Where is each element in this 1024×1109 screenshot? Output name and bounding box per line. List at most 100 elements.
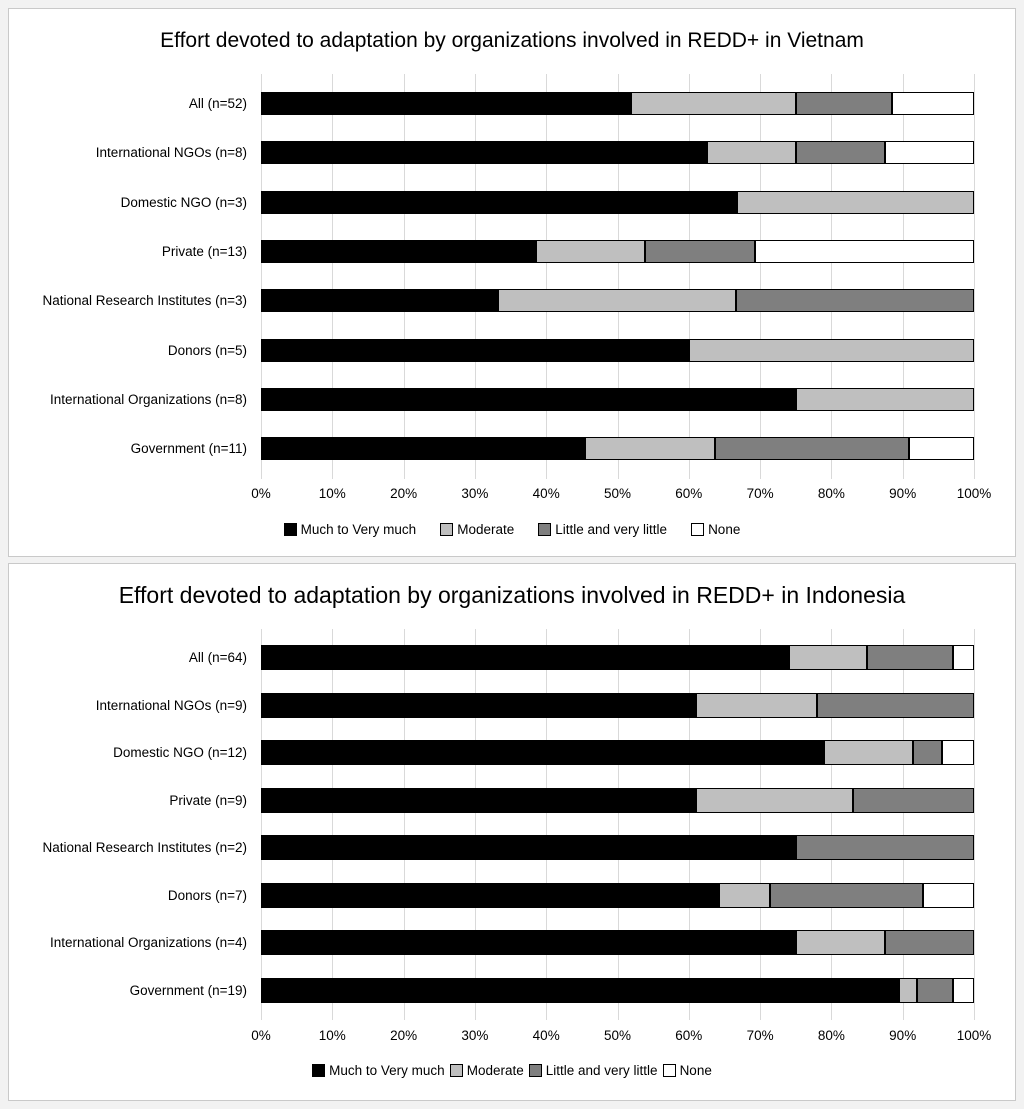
legend-item-much-to-very-much: Much to Very much [283,522,417,537]
stacked-bar [261,692,974,718]
legend-item-moderate: Moderate [449,1063,524,1078]
gridline [831,74,833,479]
stacked-bar [261,190,974,214]
gridline [474,629,476,1020]
gridline [332,629,334,1020]
legend-swatch-none [691,523,705,536]
stacked-bar [261,289,974,313]
category-label: All (n=64) [188,650,247,666]
bar-segment-little-and-very-little [795,92,892,116]
bar-segment-much-to-very-much [261,977,900,1003]
indonesia-plot-area: All (n=64) International NGOs (n=9) Domest… [9,629,975,1020]
bar-segment-much-to-very-much [261,240,536,264]
category-label: Donors (n=5) [167,342,247,358]
stacked-bar [261,387,974,411]
x-tick-label: 0% [251,486,271,501]
bar-segment-none [952,645,974,671]
indonesia-x-axis: 0% 10% 20% 30% 40% 50% 60% 70% 80% 90% 100% [251,1028,991,1046]
x-tick-label: 70% [746,1028,774,1043]
legend-item-moderate: Moderate [440,522,514,537]
gridline [261,74,262,479]
bar-row: Government (n=19) [9,967,974,1015]
category-label: National Research Institutes (n=2) [42,840,247,856]
stacked-bar [261,437,974,461]
gridline [902,629,904,1020]
bar-segment-much-to-very-much [261,92,632,116]
bar-row: International NGOs (n=8) [9,128,974,177]
category-label: Government (n=19) [129,982,247,998]
legend-item-none: None [691,522,740,537]
bar-segment-moderate [795,387,974,411]
legend-label: Moderate [457,522,515,537]
legend-swatch-none [662,1064,676,1077]
legend-swatch-much-to-very-much [283,523,297,536]
category-label: International NGOs (n=8) [95,145,247,161]
legend-label: Much to Very much [329,1063,445,1078]
bar-segment-moderate [736,190,974,214]
x-tick-label: 90% [889,486,917,501]
category-label: International Organizations (n=4) [50,935,247,951]
stacked-bar [261,92,974,116]
gridline [760,629,762,1020]
category-label: Domestic NGO (n=12) [113,745,247,761]
bar-row: Private (n=13) [9,227,974,276]
bar-row: Donors (n=7) [9,872,974,920]
gridline [617,629,619,1020]
x-tick-label: 20% [390,1028,418,1043]
gridline [546,629,548,1020]
x-tick-label: 80% [817,486,845,501]
bar-segment-much-to-very-much [261,289,499,313]
legend-label: None [708,522,741,537]
bar-segment-moderate [719,882,771,908]
gridline [974,629,975,1020]
gridline [261,629,262,1020]
x-tick-label: 0% [251,1028,271,1043]
bar-segment-much-to-very-much [261,930,796,956]
bar-segment-much-to-very-much [261,835,796,861]
stacked-bar [261,141,974,165]
stacked-bar [261,240,974,264]
legend-item-none: None [662,1063,712,1078]
stacked-bar [261,835,974,861]
gridline [831,629,833,1020]
x-tick-label: 60% [675,486,703,501]
bar-segment-none [952,977,974,1003]
bar-row: Donors (n=5) [9,326,974,375]
bar-segment-moderate [688,338,974,362]
bar-row: National Research Institutes (n=2) [9,824,974,872]
x-tick-label: 70% [746,486,774,501]
bar-segment-little-and-very-little [913,740,942,766]
bar-segment-moderate [585,437,716,461]
x-tick-label: 40% [532,1028,560,1043]
legend-label: Moderate [466,1063,524,1078]
vietnam-chart-panel: Effort devoted to adaptation by organiza… [8,8,1016,557]
x-tick-label: 40% [532,486,560,501]
gridline [546,74,548,479]
gridline-layer [261,629,975,1020]
gridline-layer [261,74,975,479]
category-label: National Research Institutes (n=3) [42,293,247,309]
bar-segment-none [755,240,974,264]
bar-segment-much-to-very-much [261,740,825,766]
bar-segment-little-and-very-little [645,240,756,264]
vietnam-plot-area: All (n=52) International NGOs (n=8) Domest… [9,74,975,479]
vietnam-legend: Much to Very much Moderate Little and very… [9,522,1015,537]
legend-swatch-moderate [440,523,454,536]
stacked-bar [261,338,974,362]
category-label: Private (n=9) [169,792,247,808]
indonesia-legend: Much to Very much Moderate Little and very… [9,1063,1015,1078]
gridline [474,74,476,479]
legend-label: Much to Very much [300,522,417,537]
legend-label: Little and very little [545,1063,658,1078]
gridline [403,74,405,479]
bar-segment-little-and-very-little [852,787,974,813]
bar-segment-much-to-very-much [261,787,696,813]
bar-row: International Organizations (n=4) [9,919,974,967]
bar-segment-little-and-very-little [795,141,885,165]
bar-segment-much-to-very-much [261,190,737,214]
vietnam-chart-title: Effort devoted to adaptation by organiza… [160,29,864,52]
bar-row: All (n=64) [9,634,974,682]
bar-segment-little-and-very-little [884,930,974,956]
legend-swatch-moderate [449,1064,463,1077]
